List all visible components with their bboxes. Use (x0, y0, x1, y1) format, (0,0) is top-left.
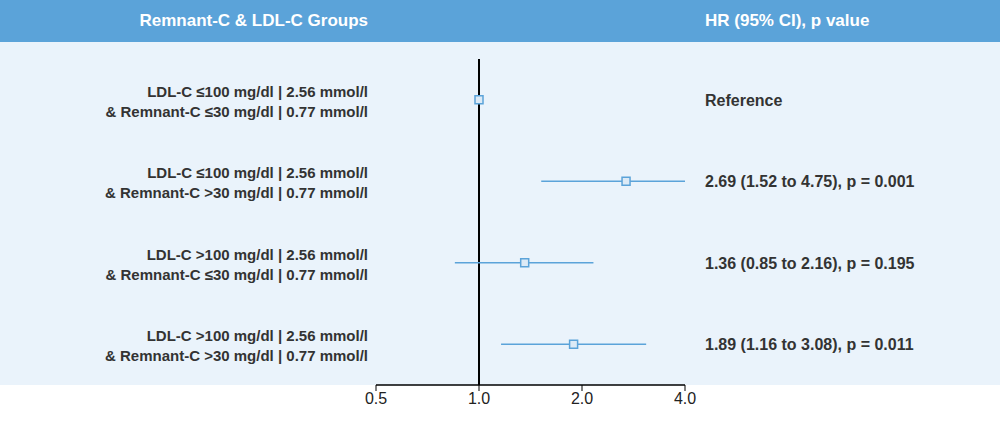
html-text:Remnant-C & LDL-C Groups: Remnant-C & LDL-C Groups (139, 11, 368, 30)
svg-text:LDL-C >100 mg/dl | 2.56 mmol/l: LDL-C >100 mg/dl | 2.56 mmol/l& Remnant-… (106, 246, 369, 283)
svg-text:1.36 (0.85 to 2.16), p = 0.195: 1.36 (0.85 to 2.16), p = 0.195 (705, 255, 915, 272)
svg-text:LDL-C ≤100 mg/dl | 2.56 mmol/l: LDL-C ≤100 mg/dl | 2.56 mmol/l& Remnant-… (105, 164, 368, 201)
svg-text:2.69 (1.52 to 4.75), p = 0.001: 2.69 (1.52 to 4.75), p = 0.001 (705, 173, 915, 190)
svg-text:2.0: 2.0 (571, 390, 593, 407)
svg-text:1.89 (1.16 to 3.08), p = 0.011: 1.89 (1.16 to 3.08), p = 0.011 (705, 336, 914, 353)
svg-text:LDL-C ≤100 mg/dl | 2.56 mmol/l: LDL-C ≤100 mg/dl | 2.56 mmol/l& Remnant-… (106, 83, 369, 120)
svg-text:1.0: 1.0 (468, 390, 490, 407)
html-text:HR (95% CI), p value: HR (95% CI), p value (705, 11, 870, 30)
svg-text:LDL-C >100 mg/dl | 2.56 mmol/l: LDL-C >100 mg/dl | 2.56 mmol/l& Remnant-… (105, 327, 368, 364)
svg-text:0.5: 0.5 (365, 390, 387, 407)
svg-text:Reference: Reference (705, 92, 782, 109)
svg-text:4.0: 4.0 (674, 390, 696, 407)
